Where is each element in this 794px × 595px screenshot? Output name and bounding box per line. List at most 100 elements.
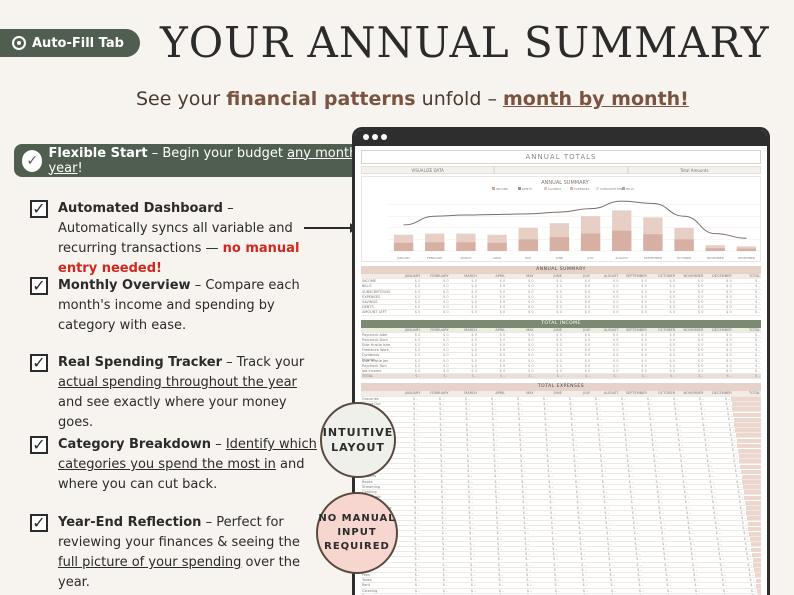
feature-title: Real Spending Tracker <box>58 355 223 370</box>
table-cell: $ – <box>493 448 499 453</box>
badge-line: NO MANUAL <box>318 513 396 524</box>
table-cell: $ – <box>581 567 587 572</box>
table-cell: $ – <box>549 500 555 505</box>
table-cell: $ – <box>749 578 755 583</box>
table-cell: $ – <box>662 547 668 551</box>
checkbox-icon: ✓ <box>30 514 48 532</box>
table-cell: $ – <box>673 401 679 406</box>
table-cell: $ – <box>745 547 751 551</box>
row-label: Fees <box>362 572 370 577</box>
table-cell: $ – <box>715 526 721 531</box>
table-cell: $ – <box>570 422 576 427</box>
table-cell: $ – <box>524 547 530 551</box>
table-cell: $ 0 <box>697 337 704 342</box>
table-cell: $ – <box>552 552 558 557</box>
table-cell: $ – <box>578 531 584 536</box>
feature-real-spending-tracker: ✓ Real Spending Tracker – Track your act… <box>30 353 320 433</box>
table-header: JANUARY FEBRUARY MARCH APRIL MAY JUNE JULY AUGU… <box>361 274 761 280</box>
table-cell: $ – <box>702 594 730 595</box>
table-cell: $ – <box>714 521 720 526</box>
table-cell: $ – <box>748 572 754 577</box>
row-label: Books <box>362 479 373 484</box>
table-cell: $ – <box>649 422 655 427</box>
table-cell: TOTAL <box>748 274 761 278</box>
table-cell: $ – <box>442 583 448 588</box>
table-cell: $ – <box>663 557 669 562</box>
feature-year-end-reflection: ✓ Year-End Reflection – Perfect for revi… <box>30 513 320 593</box>
table-cell: $ – <box>754 289 761 294</box>
table-cell: $ – <box>719 562 725 567</box>
table-cell: $ – <box>602 484 608 489</box>
table-cell: $ – <box>716 536 722 541</box>
table-cell: $ – <box>571 427 577 432</box>
row-bar <box>752 557 762 562</box>
table-cell: $ – <box>495 505 501 510</box>
table-cell: $ – <box>693 572 699 577</box>
table-cell: $ – <box>602 489 608 494</box>
table-cell: $ – <box>548 484 554 489</box>
table-cell: $ – <box>609 567 615 572</box>
table-cell: $ – <box>582 578 588 583</box>
x-tick-label: OCTOBER <box>677 256 692 260</box>
table-cell: $ – <box>589 594 617 595</box>
table-cell: $ – <box>439 412 445 417</box>
table-cell: $ 0 <box>641 332 647 337</box>
table-cell: $ – <box>630 500 636 505</box>
table-cell: $ – <box>683 484 689 489</box>
table-cell: $ – <box>641 374 647 379</box>
expense-bar-lower <box>674 239 694 251</box>
table-cell: $ 0 <box>697 332 704 337</box>
table-cell: $ – <box>677 438 683 443</box>
x-tick-label: DECEMBER <box>738 256 755 260</box>
tab-blank[interactable] <box>494 166 628 174</box>
table-cell: $ – <box>413 489 419 494</box>
expense-bar-lower <box>736 248 757 251</box>
table-cell: $ – <box>739 505 745 510</box>
table-cell: $ – <box>545 438 551 443</box>
table-cell: $ – <box>414 536 420 541</box>
row-bar <box>737 443 761 448</box>
banner-text: – Begin your budget <box>147 145 288 161</box>
table-cell: TOTAL <box>748 391 761 396</box>
table-cell: $ – <box>468 515 474 520</box>
table-cell: $ 0 <box>443 284 449 289</box>
table-cell: $ – <box>634 541 640 546</box>
table-cell: $ – <box>617 594 645 595</box>
table-cell: $ 0 <box>641 369 647 373</box>
table-cell: $ – <box>520 474 527 479</box>
table-cell: AUGUST <box>603 327 619 332</box>
table-cell: $ – <box>466 458 472 463</box>
table-cell: $ – <box>744 541 750 546</box>
table-cell: $ 0 <box>443 337 449 342</box>
feature-underlined: full picture of your spending <box>58 555 242 570</box>
table-cell: $ 0 <box>641 337 647 342</box>
table-cell: $ – <box>731 443 737 448</box>
table-cell: $ – <box>605 526 611 531</box>
row-bar <box>731 397 761 402</box>
row-label: Dividends Income <box>362 353 380 363</box>
table-cell: $ 0 <box>499 310 506 315</box>
table-cell: $ – <box>496 536 502 541</box>
table-cell: $ – <box>729 432 735 437</box>
table-cell: $ – <box>708 474 714 479</box>
table-cell: $ – <box>731 448 737 453</box>
table-cell: $ 0 <box>612 358 619 363</box>
table-cell: $ – <box>691 557 697 562</box>
table-cell: $ – <box>467 484 473 489</box>
table-cell: $ – <box>710 489 716 494</box>
table-cell: $ 0 <box>726 369 732 373</box>
table-cell: $ – <box>517 406 523 411</box>
row-bar <box>741 474 762 479</box>
table-cell: $ – <box>495 515 501 520</box>
table-cell: $ – <box>665 572 671 577</box>
table-row: INCOME $ 0 $ 0 $ 0 $ 0 $ 0 $ 0 $ 0 $ 0 $ 0 $ 0 $ 0 $… <box>361 279 761 285</box>
tab-total-amounts[interactable]: Total Amounts <box>627 166 761 174</box>
table-cell: $ – <box>687 521 693 526</box>
banner-suffix: ! <box>77 160 83 176</box>
row-bar <box>747 521 762 526</box>
feature-automated-dashboard: ✓ Automated Dashboard – Automatically sy… <box>30 199 320 279</box>
table-cell: $ – <box>520 458 526 463</box>
table-cell: $ – <box>633 536 640 541</box>
tab-visualize-data[interactable]: VISUALIZE DATA <box>361 166 495 174</box>
table-cell: $ – <box>465 412 471 417</box>
